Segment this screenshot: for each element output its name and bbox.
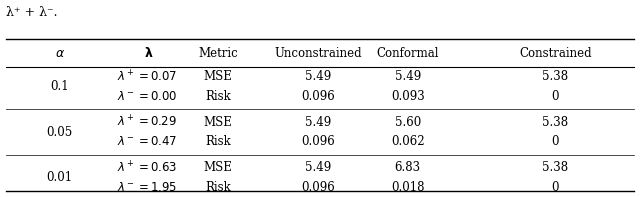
- Text: 5.60: 5.60: [395, 116, 421, 129]
- Text: Unconstrained: Unconstrained: [275, 46, 362, 59]
- Text: 0.018: 0.018: [391, 181, 424, 194]
- Text: λ⁺ + λ⁻.: λ⁺ + λ⁻.: [6, 6, 58, 19]
- Text: MSE: MSE: [204, 116, 232, 129]
- Text: 5.38: 5.38: [542, 116, 568, 129]
- Text: $\lambda^+ = 0.29$: $\lambda^+ = 0.29$: [117, 114, 177, 130]
- Text: 0.01: 0.01: [47, 171, 73, 184]
- Text: $\lambda^+ = 0.63$: $\lambda^+ = 0.63$: [117, 160, 178, 175]
- Text: 6.83: 6.83: [395, 161, 421, 174]
- Text: 0.096: 0.096: [301, 135, 335, 148]
- Text: 0.096: 0.096: [301, 181, 335, 194]
- Text: 5.49: 5.49: [305, 161, 332, 174]
- Text: $\boldsymbol{\lambda}$: $\boldsymbol{\lambda}$: [145, 46, 154, 60]
- Text: $\lambda^- = 0.00$: $\lambda^- = 0.00$: [117, 90, 178, 103]
- Text: 5.49: 5.49: [395, 70, 421, 83]
- Text: $\lambda^- = 0.47$: $\lambda^- = 0.47$: [117, 135, 178, 148]
- Text: MSE: MSE: [204, 70, 232, 83]
- Text: 5.49: 5.49: [305, 70, 332, 83]
- Text: 5.49: 5.49: [305, 116, 332, 129]
- Text: $\lambda^+ = 0.07$: $\lambda^+ = 0.07$: [117, 69, 178, 84]
- Text: Metric: Metric: [198, 46, 238, 59]
- Text: Constrained: Constrained: [519, 46, 591, 59]
- Text: 0: 0: [552, 181, 559, 194]
- Text: $\lambda^- = 1.95$: $\lambda^- = 1.95$: [117, 181, 178, 194]
- Text: 0.096: 0.096: [301, 90, 335, 103]
- Text: 0.093: 0.093: [391, 90, 425, 103]
- Text: 5.38: 5.38: [542, 70, 568, 83]
- Text: Risk: Risk: [205, 181, 231, 194]
- Text: 5.38: 5.38: [542, 161, 568, 174]
- Text: 0: 0: [552, 135, 559, 148]
- Text: $\alpha$: $\alpha$: [54, 46, 65, 59]
- Text: MSE: MSE: [204, 161, 232, 174]
- Text: 0: 0: [552, 90, 559, 103]
- Text: Risk: Risk: [205, 90, 231, 103]
- Text: 0.1: 0.1: [51, 80, 69, 93]
- Text: Risk: Risk: [205, 135, 231, 148]
- Text: 0.05: 0.05: [47, 125, 73, 138]
- Text: Conformal: Conformal: [376, 46, 439, 59]
- Text: 0.062: 0.062: [391, 135, 424, 148]
